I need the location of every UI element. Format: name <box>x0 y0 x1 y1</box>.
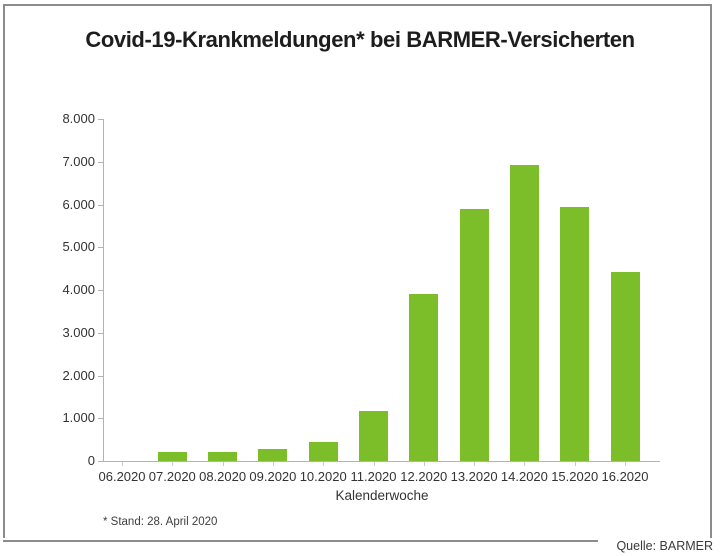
y-axis-tick <box>98 161 103 163</box>
y-axis-tick-label: 4.000 <box>62 282 95 297</box>
y-axis-tick <box>98 375 103 377</box>
y-axis-tick <box>98 418 103 420</box>
y-axis-line <box>103 119 104 461</box>
x-axis-tick <box>625 462 626 466</box>
x-axis-tick <box>474 462 476 466</box>
x-axis-category-label: 14.2020 <box>500 469 548 484</box>
bar-07.2020 <box>157 452 187 461</box>
chart-frame-border <box>3 4 712 538</box>
y-axis-tick <box>98 461 103 462</box>
y-axis-tick <box>98 204 103 206</box>
y-axis-tick-label: 1.000 <box>62 410 95 426</box>
x-axis-category-label: 15.2020 <box>551 469 599 484</box>
x-axis-category-label: 07.2020 <box>148 469 196 484</box>
x-axis-category-label: 10.2020 <box>299 469 347 484</box>
y-axis-tick-label: 6.000 <box>62 196 95 212</box>
y-axis-tick <box>98 290 103 291</box>
x-axis-category-label: 11.2020 <box>350 469 397 484</box>
x-axis-tick <box>222 462 224 466</box>
y-axis-tick-label: 0 <box>87 453 95 468</box>
bar-15.2020 <box>560 207 590 461</box>
bar-12.2020 <box>409 294 439 461</box>
bar-09.2020 <box>258 449 288 461</box>
x-axis-tick <box>524 462 526 466</box>
y-axis-tick-label: 5.000 <box>62 239 95 255</box>
x-axis-category-label: 09.2020 <box>249 469 297 484</box>
x-axis-tick <box>423 462 425 466</box>
y-axis-tick-label: 7.000 <box>62 153 95 169</box>
x-axis-tick <box>574 462 576 466</box>
source-credit: Quelle: BARMER <box>612 539 713 553</box>
x-axis-tick <box>323 462 325 466</box>
bar-13.2020 <box>459 209 489 461</box>
x-axis-tick <box>172 462 174 466</box>
x-axis-tick <box>373 462 375 466</box>
chart-frame-bottom-border <box>3 540 598 542</box>
y-axis-tick-label: 3.000 <box>62 324 95 340</box>
x-axis-tick <box>122 462 123 466</box>
bar-14.2020 <box>509 165 539 461</box>
x-axis-category-label: 08.2020 <box>199 469 247 484</box>
x-axis-category-label: 13.2020 <box>450 469 498 484</box>
y-axis-tick <box>98 332 103 334</box>
x-axis-category-label: 12.2020 <box>400 469 448 484</box>
x-axis-category-label: 06.2020 <box>98 469 146 484</box>
x-axis-tick <box>272 462 274 466</box>
footnote-stand-date: * Stand: 28. April 2020 <box>103 516 218 528</box>
y-axis-tick <box>98 247 103 249</box>
bar-16.2020 <box>610 272 640 461</box>
x-axis-line <box>103 461 660 462</box>
x-axis-title: Kalenderwoche <box>335 488 429 503</box>
y-axis-tick-label: 2.000 <box>62 367 95 383</box>
chart-title: Covid-19-Krankmeldungen* bei BARMER-Vers… <box>85 27 635 52</box>
x-axis-category-label: 16.2020 <box>601 469 649 484</box>
bar-08.2020 <box>208 452 238 461</box>
y-axis-tick <box>98 119 103 120</box>
bar-11.2020 <box>359 411 388 461</box>
y-axis-tick-label: 8.000 <box>62 111 95 126</box>
bar-10.2020 <box>308 442 338 461</box>
